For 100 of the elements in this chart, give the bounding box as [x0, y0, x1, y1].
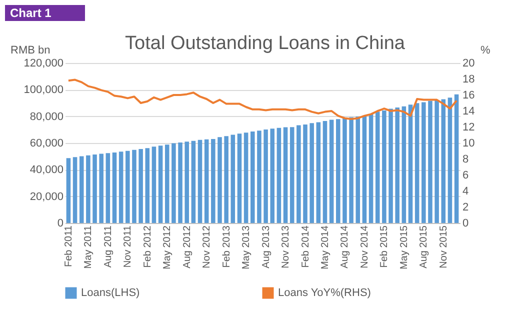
bar	[316, 122, 321, 223]
bar	[112, 152, 117, 223]
x-tick-label: Feb 2013	[221, 225, 232, 268]
bar	[66, 158, 71, 223]
bar	[342, 118, 347, 223]
y-tick-label: 80,000	[30, 110, 64, 123]
y2-tick-label: 2	[462, 202, 469, 214]
bar	[283, 127, 288, 223]
bar	[191, 140, 196, 223]
bar	[356, 116, 360, 223]
y2-tick-label: 4	[462, 186, 469, 198]
y-tick-label: 60,000	[30, 138, 64, 150]
y2-axis-title: %	[480, 44, 490, 56]
bar	[434, 100, 439, 223]
y-tick-label: 100,000	[24, 84, 64, 96]
bar	[270, 128, 275, 223]
bar	[250, 132, 255, 223]
bar	[395, 108, 400, 223]
y2-tick-label: 16	[462, 90, 475, 102]
bar	[244, 132, 248, 223]
x-tick-label: Aug 2015	[418, 225, 430, 268]
bar	[224, 136, 228, 223]
bar	[422, 102, 426, 223]
bar	[72, 157, 78, 223]
bar	[126, 150, 130, 223]
x-tick-label: May 2013	[241, 225, 252, 270]
x-tick-label: Aug 2013	[260, 225, 272, 268]
bar	[276, 128, 282, 223]
x-tick-label: May 2015	[398, 225, 410, 270]
bar	[290, 127, 294, 223]
bar	[322, 121, 328, 223]
y-tick-label: 120,000	[24, 58, 64, 70]
x-tick-label: May 2014	[320, 225, 331, 270]
bar	[264, 130, 268, 223]
chart-title: Total Outstanding Loans in China	[125, 33, 406, 54]
bar	[303, 124, 308, 223]
y-tick-label: 40,000	[30, 164, 64, 176]
x-tick-label: Feb 2011	[63, 225, 74, 268]
x-tick-label: Nov 2011	[122, 225, 134, 268]
x-tick-label: Aug 2014	[340, 225, 351, 268]
bar	[448, 98, 452, 223]
bar	[257, 130, 262, 223]
y2-tick-label: 14	[462, 106, 475, 118]
bar	[296, 125, 301, 223]
bar	[204, 139, 209, 223]
bar	[118, 152, 124, 223]
bar	[79, 156, 84, 223]
bar	[368, 114, 374, 223]
bar	[86, 155, 90, 223]
bar	[211, 139, 216, 223]
bar	[362, 116, 367, 223]
x-tick-label: May 2012	[162, 225, 174, 270]
bar	[184, 142, 189, 223]
bar	[178, 142, 182, 223]
bar	[92, 154, 97, 223]
bar	[106, 153, 110, 223]
x-tick-label: Aug 2011	[102, 225, 114, 268]
x-tick-label: Feb 2015	[379, 225, 390, 268]
bar	[441, 99, 446, 223]
x-tick-label: Feb 2014	[300, 225, 312, 268]
line-series	[67, 78, 458, 120]
y-axis-title: RMB bn	[10, 44, 50, 56]
bar	[99, 154, 104, 223]
x-tick-label: Nov 2015	[438, 225, 450, 268]
bar	[152, 146, 156, 223]
bar	[382, 110, 386, 223]
x-tick-label: Aug 2012	[182, 225, 193, 268]
y2-tick-label: 8	[462, 154, 469, 166]
x-tick-label: Nov 2014	[359, 225, 370, 268]
bar	[408, 104, 413, 223]
bar	[428, 100, 432, 223]
bar	[164, 144, 170, 223]
y2-tick-label: 18	[462, 74, 475, 86]
bar	[172, 143, 176, 223]
bar	[375, 112, 380, 223]
bar	[388, 108, 393, 223]
y-tick-label: 20,000	[30, 190, 64, 203]
y2-tick-label: 6	[462, 170, 469, 182]
bar	[237, 134, 242, 223]
bar	[145, 148, 150, 223]
bar	[349, 117, 354, 223]
y2-tick-label: 0	[462, 218, 469, 230]
x-tick-label: Feb 2012	[142, 225, 154, 268]
bar	[414, 103, 420, 223]
bar	[310, 123, 314, 223]
bar	[329, 120, 334, 223]
bar	[402, 106, 406, 223]
x-tick-label: Nov 2013	[280, 225, 292, 268]
y2-tick-label: 10	[462, 138, 475, 150]
bar	[218, 137, 222, 223]
x-tick-label: May 2011	[83, 225, 94, 269]
legend-label: Loans(LHS)	[81, 287, 140, 299]
y2-tick-label: 20	[462, 58, 475, 70]
bar	[454, 94, 459, 223]
caption: Chart 1	[10, 6, 52, 20]
bar	[198, 140, 202, 223]
bar	[138, 149, 143, 223]
bar	[230, 134, 236, 223]
legend-label: Loans YoY%(RHS)	[278, 287, 371, 299]
bar	[336, 119, 340, 223]
